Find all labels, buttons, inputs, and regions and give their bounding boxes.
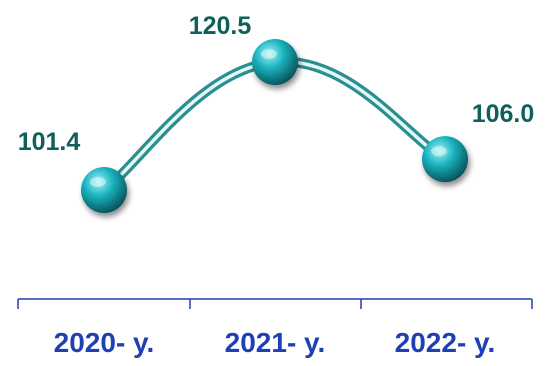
x-tick-label: 2022- y. <box>395 327 496 358</box>
x-axis <box>17 298 533 309</box>
series-markers <box>81 39 468 213</box>
data-point-marker <box>422 136 468 183</box>
data-point-marker <box>81 167 127 213</box>
marker-highlight <box>261 49 277 59</box>
data-label: 120.5 <box>189 12 252 40</box>
data-labels: 101.4 120.5 106.0 <box>18 12 535 156</box>
data-label: 106.0 <box>472 100 535 128</box>
marker-highlight <box>90 177 106 187</box>
data-label: 101.4 <box>18 128 81 156</box>
marker-highlight <box>431 146 447 157</box>
data-point-marker <box>252 39 298 85</box>
x-tick-label: 2021- y. <box>225 327 326 358</box>
x-tick-labels: 2020- y. 2021- y. 2022- y. <box>54 327 496 358</box>
x-tick-label: 2020- y. <box>54 327 155 358</box>
